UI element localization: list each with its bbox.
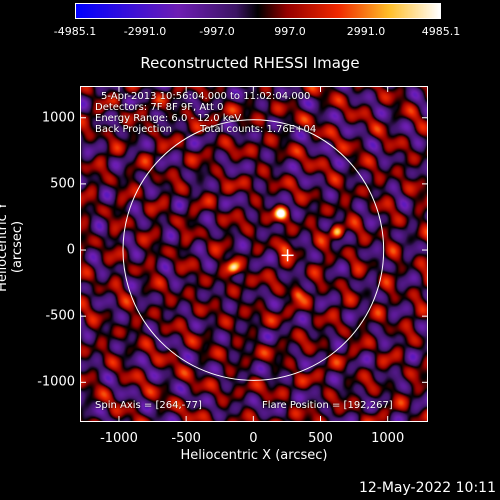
flare-position-label: Flare Position = [192,267] <box>262 400 393 411</box>
y-tick-label: 1000 <box>41 110 75 126</box>
y-tick-label: -500 <box>45 308 75 324</box>
colorbar-tick-label: -997.0 <box>199 25 235 38</box>
y-axis-label: Heliocentric Y (arcsec) <box>0 202 25 292</box>
solar-limb-circle <box>122 119 385 381</box>
rhessi-image <box>80 86 428 422</box>
energy-range-label: Energy Range: 6.0 - 12.0 keV <box>95 113 242 124</box>
colorbar-tick-label: 2991.0 <box>346 25 386 38</box>
colorbar-tick-label: -4985.1 <box>53 25 97 38</box>
time-range-label: 5-Apr-2013 10:56:04.000 to 11:02:04.000 <box>101 91 311 102</box>
colorbar-tick-label: 4985.1 <box>421 25 461 38</box>
colorbar <box>75 3 441 19</box>
colorbar-tick-label: 997.0 <box>274 25 306 38</box>
chart-title: Reconstructed RHESSI Image <box>140 54 360 72</box>
x-tick-label: -1000 <box>100 431 138 446</box>
x-axis-label: Heliocentric X (arcsec) <box>180 448 328 463</box>
y-tick-label: -1000 <box>37 374 75 390</box>
x-tick-label: 1000 <box>371 431 405 446</box>
x-tick-label: -500 <box>171 431 201 446</box>
total-counts-label: Total counts: 1.76E+04 <box>200 124 317 135</box>
x-tick-label: 0 <box>249 431 258 446</box>
method-label: Back Projection <box>95 124 172 135</box>
y-tick-label: 500 <box>50 176 75 192</box>
x-tick-label: 500 <box>308 431 333 446</box>
y-tick-label: 0 <box>66 242 75 258</box>
colorbar-tick-label: -2991.0 <box>123 25 167 38</box>
detectors-label: Detectors: 7F 8F 9F, Att 0 <box>95 102 224 113</box>
timestamp: 12-May-2022 10:11 <box>358 480 496 496</box>
spin-axis-label: Spin Axis = [264,-77] <box>95 400 202 411</box>
plot-frame <box>80 86 428 422</box>
